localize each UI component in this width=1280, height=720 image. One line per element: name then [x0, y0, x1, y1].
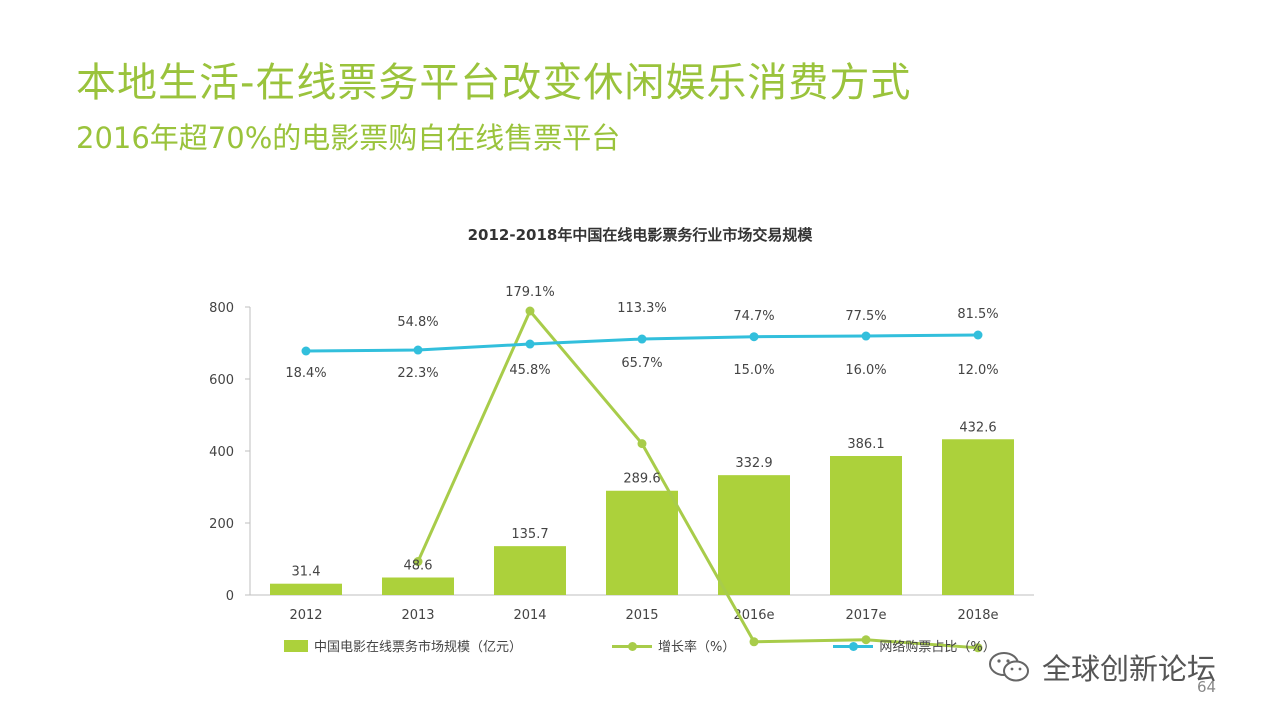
y-tick-label: 200 [209, 517, 234, 532]
legend-label-online-share: 网络购票占比（%） [879, 640, 996, 655]
slide-title: 本地生活-在线票务平台改变休闲娱乐消费方式 [76, 60, 912, 106]
x-tick-label: 2013 [401, 608, 434, 623]
chart-axes: 0 200 400 600 800 2012 2013 2014 2015 2016e 2017e 2… [209, 301, 1034, 623]
y-tick-label: 600 [209, 373, 234, 388]
growth-rate-point [413, 557, 423, 567]
x-tick-label: 2014 [513, 608, 546, 623]
growth-rate-label: 113.3% [617, 301, 667, 316]
watermark-text: 全球创新论坛 [1042, 652, 1217, 686]
x-tick-label: 2017e [845, 608, 886, 623]
wechat-icon [989, 652, 1029, 682]
legend-label-growth-rate: 增长率（%） [658, 640, 736, 655]
legend-line-swatch-growth [612, 640, 653, 652]
chart-legend: 中国电影在线票务市场规模（亿元） 增长率（%） 网络购票占比（%） [284, 636, 996, 655]
slide-subtitle: 2016年超70%的电影票购自在线售票平台 [76, 121, 621, 155]
bar [382, 577, 454, 595]
online-share-label: 74.7% [733, 309, 774, 324]
line-series [301, 306, 983, 653]
online-share-point [301, 346, 311, 356]
page-number: 64 [1197, 678, 1217, 696]
bar [718, 475, 790, 595]
legend-item-online-share: 网络购票占比（%） [833, 636, 996, 655]
growth-rate-line [416, 308, 979, 650]
bar [830, 456, 902, 595]
online-share-label: 18.4% [285, 366, 326, 381]
growth-rate-point [749, 637, 759, 647]
bar-value-label: 332.9 [735, 456, 772, 471]
bar-value-label: 31.4 [292, 565, 321, 580]
bar [942, 439, 1014, 595]
growth-rate-point [861, 635, 871, 645]
online-share-point [973, 330, 983, 340]
growth-rate-label: 12.0% [957, 363, 998, 378]
growth-rate-point [973, 643, 983, 653]
growth-rate-label: 54.8% [397, 315, 438, 330]
online-share-point [749, 332, 759, 342]
y-tick-label: 800 [209, 301, 234, 316]
data-labels: 31.4 48.6 135.7 289.6 332.9 386.1 432.6 54.8% 17… [285, 285, 998, 580]
online-share-label: 45.8% [509, 363, 550, 378]
legend-bar-swatch [284, 639, 308, 652]
chart-title: 2012-2018年中国在线电影票务行业市场交易规模 [467, 226, 813, 244]
bar [270, 583, 342, 595]
bar [606, 490, 678, 595]
online-share-label: 81.5% [957, 307, 998, 322]
online-share-point [637, 334, 647, 344]
legend-item-market-size: 中国电影在线票务市场规模（亿元） [284, 636, 522, 655]
online-share-label: 65.7% [621, 356, 662, 371]
x-tick-label: 2012 [289, 608, 322, 623]
bar-value-label: 386.1 [847, 437, 884, 452]
online-share-point [413, 345, 423, 355]
growth-rate-label: 179.1% [505, 285, 555, 300]
growth-rate-point [637, 439, 647, 449]
online-share-label: 77.5% [845, 309, 886, 324]
bar-value-label: 289.6 [623, 472, 660, 487]
y-tick-label: 400 [209, 445, 234, 460]
bar-value-label: 48.6 [404, 559, 433, 574]
x-tick-label: 2016e [733, 608, 774, 623]
legend-label-market-size: 中国电影在线票务市场规模（亿元） [314, 640, 523, 655]
bar-series [270, 439, 1014, 595]
bar-value-label: 432.6 [959, 420, 996, 435]
y-tick-label: 0 [226, 589, 234, 604]
online-share-label: 22.3% [397, 366, 438, 381]
online-share-point [525, 339, 535, 349]
online-share-point [861, 331, 871, 341]
x-tick-label: 2018e [957, 608, 998, 623]
legend-item-growth-rate: 增长率（%） [612, 636, 735, 655]
watermark: 全球创新论坛 [988, 646, 1216, 688]
bar-value-label: 135.7 [511, 527, 548, 542]
growth-rate-point [525, 306, 535, 316]
growth-rate-label: 15.0% [733, 363, 774, 378]
growth-rate-label: 16.0% [845, 363, 886, 378]
bar [494, 546, 566, 595]
x-tick-label: 2015 [625, 608, 658, 623]
legend-line-swatch-share [833, 640, 874, 652]
